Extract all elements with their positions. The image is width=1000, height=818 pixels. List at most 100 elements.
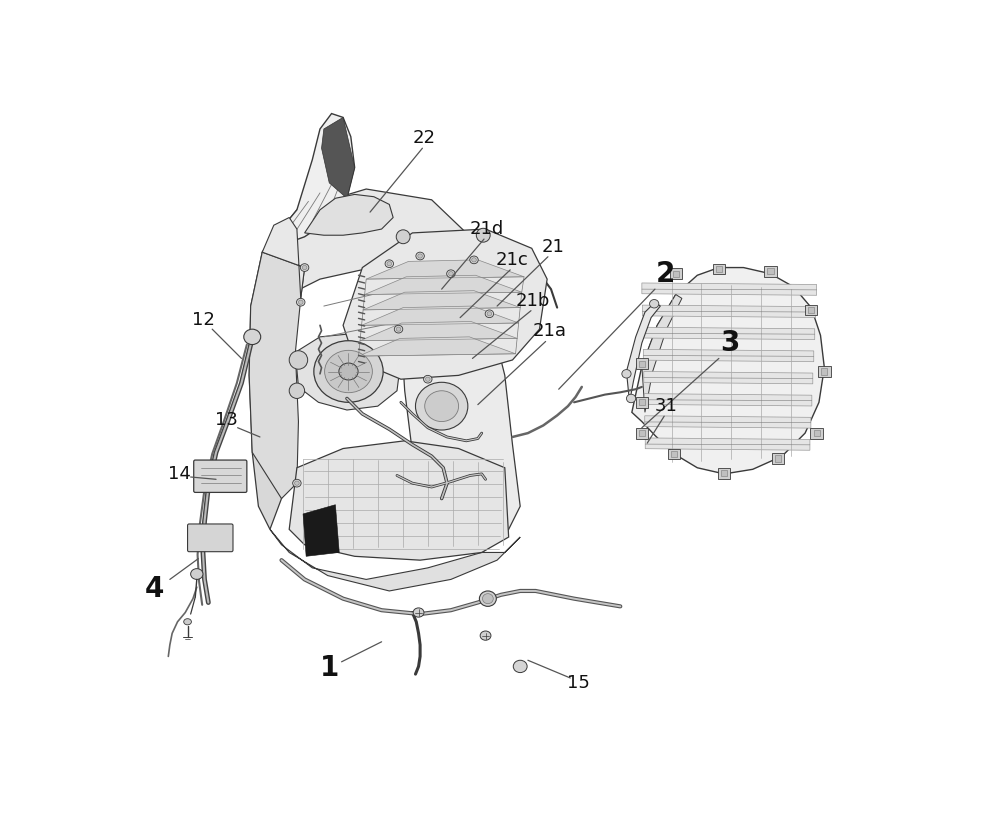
Ellipse shape xyxy=(485,310,494,317)
Text: 22: 22 xyxy=(412,129,435,147)
Ellipse shape xyxy=(295,481,299,485)
Ellipse shape xyxy=(184,618,191,625)
Text: 12: 12 xyxy=(192,311,214,329)
Bar xyxy=(721,470,727,476)
Ellipse shape xyxy=(622,370,631,378)
Bar xyxy=(767,268,774,275)
Polygon shape xyxy=(642,294,682,412)
Ellipse shape xyxy=(626,394,636,402)
Ellipse shape xyxy=(394,326,403,333)
Text: 21c: 21c xyxy=(495,251,528,269)
Polygon shape xyxy=(644,393,812,406)
Polygon shape xyxy=(295,333,401,410)
Text: 2: 2 xyxy=(655,260,675,288)
Polygon shape xyxy=(343,229,547,380)
Polygon shape xyxy=(249,252,289,529)
Ellipse shape xyxy=(425,377,430,381)
Text: 21d: 21d xyxy=(469,220,503,238)
Ellipse shape xyxy=(479,591,496,606)
Ellipse shape xyxy=(385,260,394,267)
Ellipse shape xyxy=(413,608,424,617)
Bar xyxy=(671,451,677,457)
Bar xyxy=(818,366,831,377)
Text: 13: 13 xyxy=(215,411,237,429)
Ellipse shape xyxy=(293,479,301,487)
Ellipse shape xyxy=(480,631,491,640)
Ellipse shape xyxy=(387,262,392,266)
Ellipse shape xyxy=(302,266,307,270)
Polygon shape xyxy=(262,218,305,299)
Bar xyxy=(639,361,645,367)
Polygon shape xyxy=(249,252,305,498)
Ellipse shape xyxy=(244,329,261,344)
Polygon shape xyxy=(362,306,519,326)
Ellipse shape xyxy=(650,299,659,308)
FancyBboxPatch shape xyxy=(194,460,247,492)
Ellipse shape xyxy=(300,263,309,272)
Text: 21a: 21a xyxy=(532,322,566,340)
Text: 21: 21 xyxy=(542,238,565,256)
Ellipse shape xyxy=(297,299,305,306)
Bar xyxy=(673,271,679,276)
Polygon shape xyxy=(642,283,817,295)
Bar xyxy=(718,468,730,479)
Ellipse shape xyxy=(449,272,453,276)
Ellipse shape xyxy=(482,594,493,604)
Bar xyxy=(805,304,817,315)
Ellipse shape xyxy=(418,254,422,258)
Polygon shape xyxy=(644,371,813,384)
Ellipse shape xyxy=(396,327,401,331)
Bar xyxy=(775,456,781,461)
Polygon shape xyxy=(262,189,474,302)
Bar xyxy=(713,263,725,275)
Ellipse shape xyxy=(415,382,468,430)
Bar xyxy=(636,358,648,369)
Polygon shape xyxy=(270,529,520,591)
Ellipse shape xyxy=(424,375,432,383)
Ellipse shape xyxy=(447,270,455,277)
FancyBboxPatch shape xyxy=(188,524,233,551)
Bar xyxy=(668,448,680,459)
Ellipse shape xyxy=(416,252,424,260)
Text: 15: 15 xyxy=(567,674,589,692)
Ellipse shape xyxy=(476,228,490,242)
Bar xyxy=(716,266,722,272)
Ellipse shape xyxy=(289,351,308,369)
Ellipse shape xyxy=(472,258,476,262)
Text: 1: 1 xyxy=(320,654,339,682)
Bar xyxy=(772,453,784,464)
Bar xyxy=(764,266,777,276)
Ellipse shape xyxy=(191,569,203,579)
Text: 4: 4 xyxy=(145,575,164,604)
Polygon shape xyxy=(365,276,522,294)
Text: 31: 31 xyxy=(655,398,678,416)
Ellipse shape xyxy=(325,350,372,393)
Polygon shape xyxy=(289,441,509,560)
Bar xyxy=(639,399,645,406)
Bar xyxy=(810,428,823,438)
Polygon shape xyxy=(642,305,816,317)
Ellipse shape xyxy=(396,230,410,244)
Bar xyxy=(808,307,814,313)
Ellipse shape xyxy=(298,300,303,304)
Ellipse shape xyxy=(425,391,459,421)
Polygon shape xyxy=(401,233,520,552)
Polygon shape xyxy=(645,416,811,428)
Ellipse shape xyxy=(513,660,527,672)
Ellipse shape xyxy=(314,341,383,402)
Text: 3: 3 xyxy=(720,329,739,357)
Polygon shape xyxy=(305,195,393,236)
Polygon shape xyxy=(643,349,814,362)
Polygon shape xyxy=(366,260,524,279)
Text: 21b: 21b xyxy=(516,292,550,310)
Bar xyxy=(636,428,648,438)
Ellipse shape xyxy=(289,383,305,398)
Polygon shape xyxy=(645,438,810,450)
Polygon shape xyxy=(262,114,355,252)
Ellipse shape xyxy=(487,312,492,316)
Bar xyxy=(821,368,827,375)
Ellipse shape xyxy=(339,363,358,380)
Polygon shape xyxy=(322,118,355,198)
Bar xyxy=(639,430,645,436)
Ellipse shape xyxy=(470,256,478,263)
